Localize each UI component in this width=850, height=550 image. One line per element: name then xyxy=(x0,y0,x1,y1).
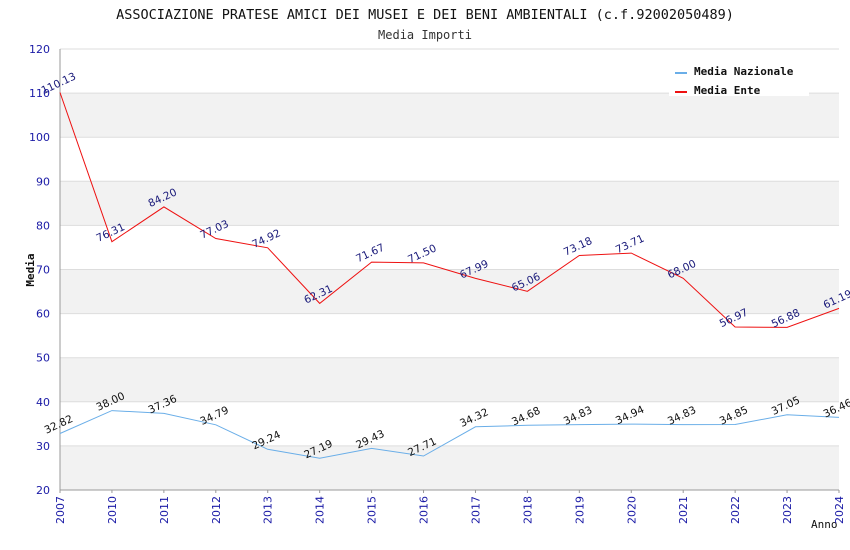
x-tick-label: 2007 xyxy=(54,496,67,524)
series-line-media-ente xyxy=(59,92,840,328)
legend-box xyxy=(669,59,809,96)
x-tick-labels: 2007 2010 2011 2012 2013 2014 2015 2016 2017 2018… xyxy=(54,490,846,524)
x-tick-label: 2014 xyxy=(314,496,327,524)
background-band xyxy=(60,269,839,314)
background-band xyxy=(60,225,839,270)
x-tick-label: 2022 xyxy=(729,496,742,524)
legend: Media Nazionale Media Ente xyxy=(669,59,809,97)
x-tick-label: 2017 xyxy=(469,496,482,524)
x-tick-label: 2019 xyxy=(573,496,586,524)
y-tick-label: 20 xyxy=(36,484,50,497)
background-band xyxy=(60,93,839,138)
x-tick-label: 2021 xyxy=(677,496,690,524)
background-band xyxy=(60,445,839,490)
y-tick-label: 70 xyxy=(36,264,50,277)
x-tick-label: 2015 xyxy=(366,496,379,524)
x-tick-label: 2012 xyxy=(210,496,223,524)
legend-label-media-nazionale: Media Nazionale xyxy=(694,65,794,78)
background-band xyxy=(60,181,839,226)
x-tick-label: 2016 xyxy=(418,496,431,524)
y-tick-label: 30 xyxy=(36,440,50,453)
y-tick-label: 80 xyxy=(36,219,50,232)
chart-title: ASSOCIAZIONE PRATESE AMICI DEI MUSEI E D… xyxy=(116,7,734,23)
y-tick-label: 90 xyxy=(36,175,50,188)
series-lines xyxy=(59,92,840,459)
background-band xyxy=(60,137,839,182)
chart-subtitle: Media Importi xyxy=(378,28,472,42)
x-tick-label: 2010 xyxy=(106,496,119,524)
x-tick-label: 2023 xyxy=(781,496,794,524)
x-tick-label: 2020 xyxy=(625,496,638,524)
y-tick-label: 120 xyxy=(29,43,50,56)
background-band xyxy=(60,357,839,402)
x-tick-label: 2024 xyxy=(833,496,846,524)
series-line-media-nazionale xyxy=(59,410,840,459)
y-tick-label: 40 xyxy=(36,396,50,409)
y-axis-label: Media xyxy=(24,253,37,286)
y-tick-label: 50 xyxy=(36,352,50,365)
x-tick-label: 2013 xyxy=(262,496,275,524)
background-bands xyxy=(60,49,839,490)
y-tick-label: 100 xyxy=(29,131,50,144)
x-tick-label: 2011 xyxy=(158,496,171,524)
x-tick-label: 2018 xyxy=(521,496,534,524)
background-band xyxy=(60,313,839,358)
x-axis-label: Anno xyxy=(811,518,838,531)
background-band xyxy=(60,401,839,446)
y-tick-label: 110 xyxy=(29,87,50,100)
y-tick-labels: 20 30 40 50 60 70 80 90 100 110 120 xyxy=(29,43,50,497)
y-tick-label: 60 xyxy=(36,308,50,321)
legend-label-media-ente: Media Ente xyxy=(694,84,761,97)
